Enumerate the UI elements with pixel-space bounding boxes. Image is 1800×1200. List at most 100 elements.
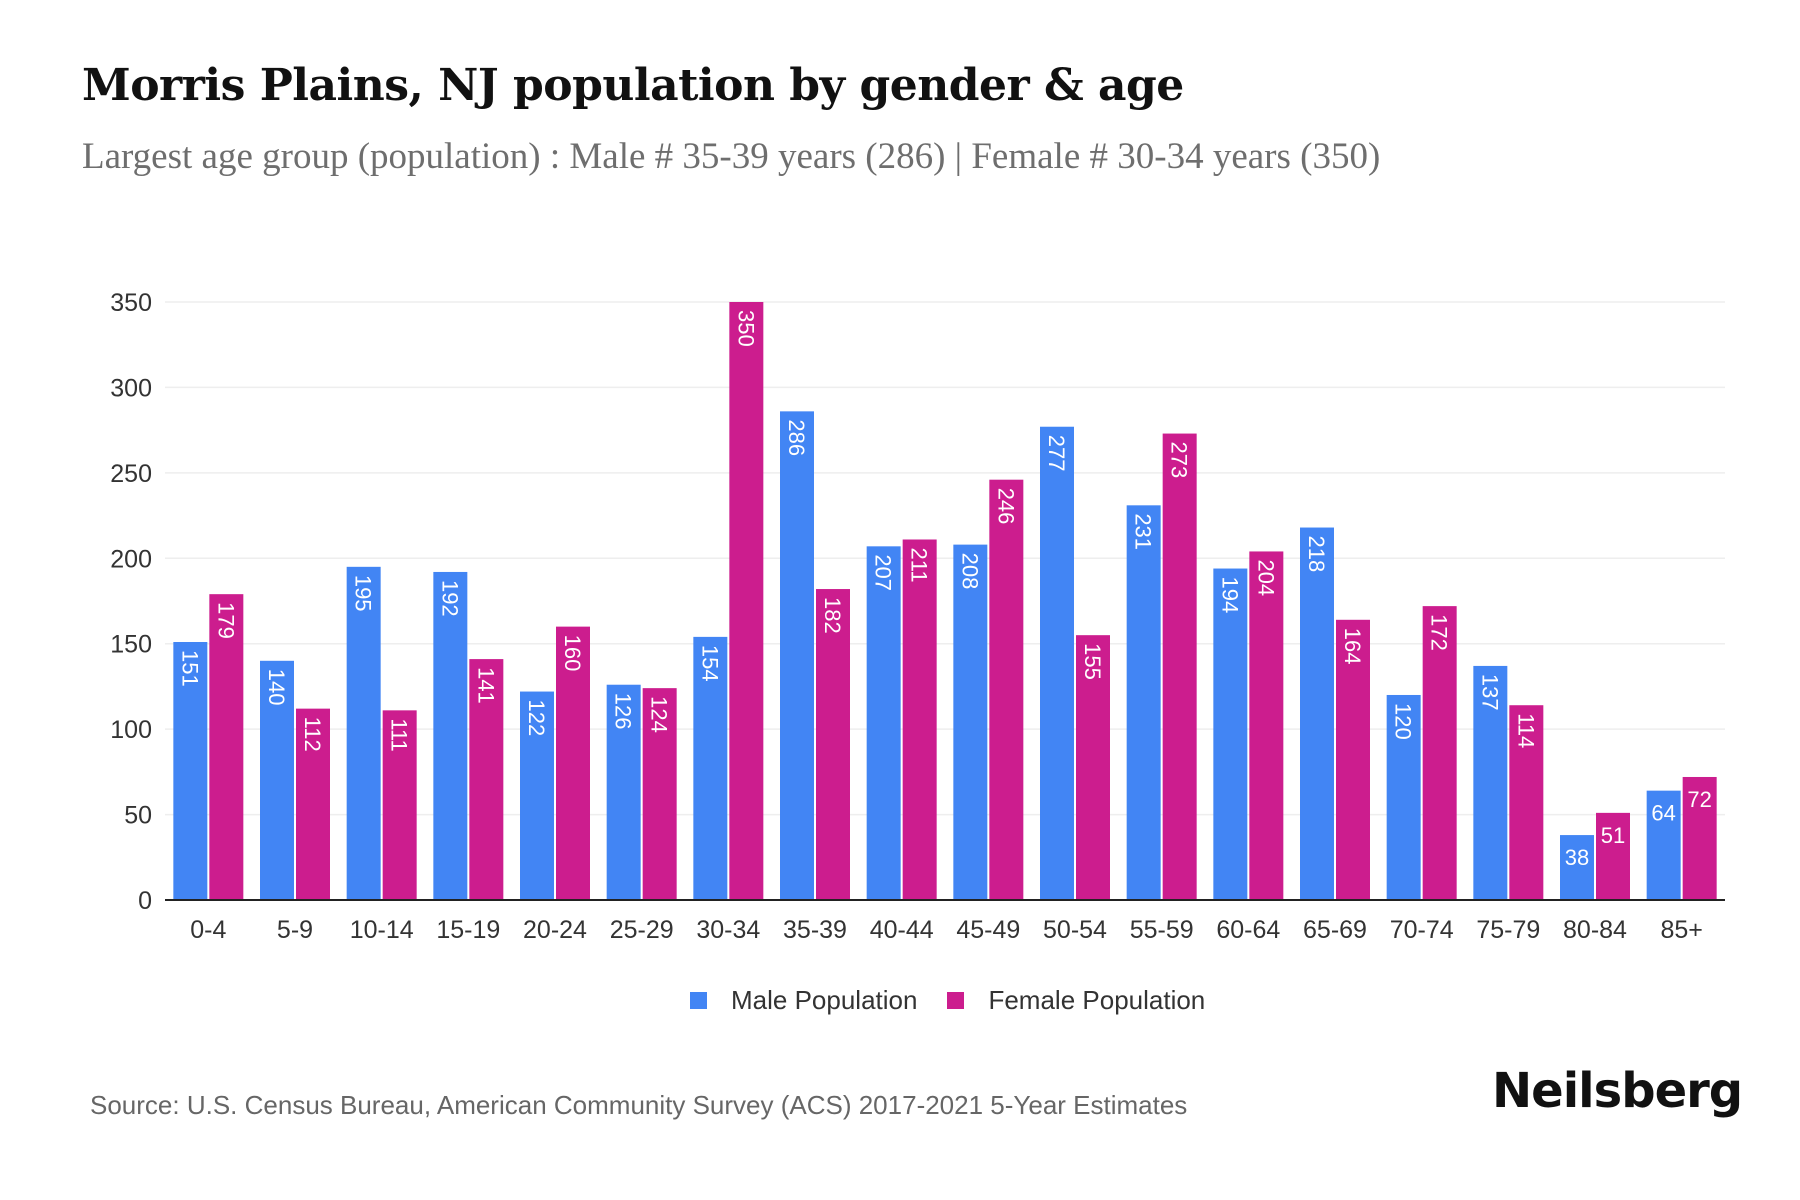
data-label: 192 — [437, 580, 462, 617]
x-tick-label: 10-14 — [350, 916, 414, 944]
y-tick-label: 200 — [110, 545, 152, 573]
male-bar[interactable] — [1386, 694, 1421, 900]
data-label: 160 — [560, 635, 585, 672]
data-label: 72 — [1687, 787, 1711, 812]
data-label: 126 — [611, 693, 636, 730]
y-tick-label: 150 — [110, 631, 152, 659]
x-tick-label: 55-59 — [1130, 916, 1194, 944]
y-axis-ticks: 0 50 100 150 200 250 300 350 — [110, 289, 152, 915]
y-tick-label: 350 — [110, 289, 152, 317]
female-bar[interactable] — [1076, 635, 1110, 900]
y-tick-label: 100 — [110, 716, 152, 744]
data-label: 137 — [1477, 674, 1502, 711]
x-tick-label: 35-39 — [783, 916, 847, 944]
chart-subtitle: Largest age group (population) : Male # … — [82, 136, 1381, 177]
male-bar[interactable] — [1560, 835, 1594, 900]
data-label: 194 — [1217, 577, 1242, 614]
data-label: 204 — [1253, 559, 1278, 596]
x-tick-label: 70-74 — [1390, 916, 1454, 944]
data-label: 155 — [1080, 643, 1105, 680]
female-bar[interactable] — [816, 589, 850, 900]
female-bar[interactable] — [989, 479, 1024, 900]
gridlines — [165, 301, 1725, 816]
female-bar[interactable] — [1422, 606, 1457, 900]
female-bar[interactable] — [382, 710, 417, 900]
data-label: 38 — [1565, 845, 1589, 870]
male-swatch-icon — [690, 992, 707, 1009]
legend-male-label: Male Population — [731, 985, 918, 1015]
male-bar[interactable] — [260, 660, 294, 900]
data-label: 277 — [1044, 435, 1069, 472]
data-label: 211 — [907, 547, 932, 582]
male-bar[interactable] — [866, 546, 901, 900]
male-bar[interactable] — [1213, 568, 1248, 900]
female-bar[interactable] — [469, 659, 504, 900]
x-tick-label: 25-29 — [610, 916, 674, 944]
female-bar[interactable] — [1162, 433, 1197, 900]
male-bar[interactable] — [953, 544, 988, 900]
data-label: 114 — [1513, 713, 1538, 748]
female-bar[interactable] — [556, 626, 590, 900]
data-label: 182 — [820, 597, 845, 634]
male-bar[interactable] — [1040, 426, 1074, 900]
data-label: 286 — [784, 419, 809, 456]
x-tick-label: 75-79 — [1476, 916, 1540, 944]
x-tick-label: 40-44 — [870, 916, 934, 944]
data-label: 218 — [1304, 536, 1329, 573]
data-label: 164 — [1340, 628, 1365, 665]
data-label: 151 — [177, 650, 202, 687]
bars: 151 179 140 112 195 111 192 141 122 160 126 124 154 3… — [173, 302, 1717, 900]
x-tick-label: 0-4 — [190, 916, 226, 944]
female-bar[interactable] — [1336, 619, 1370, 900]
male-bar[interactable] — [520, 691, 554, 900]
male-bar[interactable] — [1646, 790, 1681, 900]
brand-logo: Neilsberg — [1492, 1063, 1743, 1119]
y-tick-label: 300 — [110, 374, 152, 402]
bar-chart: 0 50 100 150 200 250 300 350 151 179 140 112 195 111… — [110, 289, 1725, 944]
data-label: 122 — [524, 700, 549, 737]
male-bar[interactable] — [606, 684, 641, 900]
female-swatch-icon — [947, 992, 965, 1009]
male-bar[interactable] — [173, 642, 208, 900]
data-label: 154 — [697, 645, 722, 682]
female-bar[interactable] — [1509, 705, 1544, 900]
x-tick-label: 65-69 — [1303, 916, 1367, 944]
female-bar[interactable] — [729, 302, 764, 900]
data-label: 246 — [993, 488, 1018, 525]
female-bar[interactable] — [1682, 776, 1717, 900]
male-bar[interactable] — [433, 571, 468, 900]
x-tick-label: 80-84 — [1563, 916, 1627, 944]
female-bar[interactable] — [209, 594, 244, 900]
data-label: 111 — [387, 718, 412, 751]
y-tick-label: 50 — [124, 802, 152, 830]
data-label: 141 — [473, 667, 498, 704]
x-tick-label: 30-34 — [696, 916, 760, 944]
x-tick-label: 20-24 — [523, 916, 587, 944]
legend-item-male[interactable]: Male Population — [690, 985, 917, 1016]
female-bar[interactable] — [1249, 551, 1284, 900]
female-bar[interactable] — [902, 539, 937, 900]
male-bar[interactable] — [693, 636, 728, 900]
female-bar[interactable] — [642, 688, 677, 900]
x-tick-label: 5-9 — [277, 916, 313, 944]
data-label: 64 — [1651, 801, 1675, 826]
male-bar[interactable] — [780, 411, 814, 900]
data-label: 179 — [213, 602, 238, 639]
x-tick-label: 45-49 — [956, 916, 1020, 944]
data-label: 140 — [264, 669, 289, 706]
data-label: 195 — [351, 575, 376, 612]
male-bar[interactable] — [346, 566, 381, 900]
data-label: 120 — [1391, 703, 1416, 740]
data-label: 208 — [957, 553, 982, 590]
data-label: 51 — [1601, 823, 1625, 848]
female-bar[interactable] — [1596, 812, 1630, 900]
x-tick-label: 85+ — [1660, 916, 1702, 944]
male-bar[interactable] — [1300, 527, 1334, 900]
male-bar[interactable] — [1126, 505, 1161, 900]
male-bar[interactable] — [1473, 665, 1508, 900]
chart-title: Morris Plains, NJ population by gender &… — [82, 60, 1184, 111]
female-bar[interactable] — [296, 708, 330, 900]
x-tick-label: 15-19 — [436, 916, 500, 944]
legend-item-female[interactable]: Female Population — [947, 985, 1205, 1016]
y-tick-label: 250 — [110, 460, 152, 488]
